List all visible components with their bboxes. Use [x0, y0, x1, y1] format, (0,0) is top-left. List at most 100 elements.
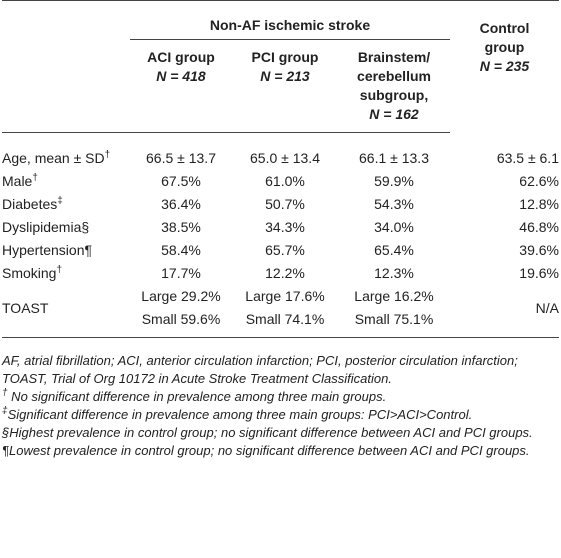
cell-text: 62.6%	[519, 173, 559, 189]
cell-text: 67.5%	[161, 173, 201, 189]
footnote-text: ¶Lowest prevalence in control group; no …	[2, 443, 530, 458]
table-cell: 17.7%	[130, 262, 232, 285]
table-row: Diabetes‡ 36.4% 50.7% 54.3% 12.8%	[2, 193, 559, 216]
footnote-mark: †	[2, 387, 8, 399]
table-cell: 59.9%	[338, 170, 450, 193]
footnote-mark: †	[56, 264, 63, 276]
cell-text: Small 75.1%	[354, 311, 434, 327]
row-label-cell: Hypertension¶	[2, 239, 130, 262]
table-cell: 39.6%	[450, 239, 559, 262]
cell-text: 50.7%	[265, 196, 305, 212]
table-cell: 65.7%	[232, 239, 338, 262]
table-row: Male† 67.5% 61.0% 59.9% 62.6%	[2, 170, 559, 193]
table-cell: 34.3%	[232, 216, 338, 239]
table-row: TOAST Large 29.2% Small 59.6% Large 17.6% Sm…	[2, 285, 559, 338]
header-line: PCI group	[251, 49, 319, 65]
table-cell: 61.0%	[232, 170, 338, 193]
footnote-mark: ‡	[57, 195, 63, 207]
table-cell: N/A	[450, 285, 559, 338]
cell-text: Large 16.2%	[354, 288, 434, 304]
row-label: TOAST	[2, 299, 49, 316]
table-cell: 63.5 ± 6.1	[450, 133, 559, 171]
cell-text: N/A	[535, 299, 559, 316]
table-cell: 66.5 ± 13.7	[130, 133, 232, 171]
column-header: PCI group N = 213	[232, 39, 338, 133]
table-cell: 62.6%	[450, 170, 559, 193]
table-row: Hypertension¶ 58.4% 65.7% 65.4% 39.6%	[2, 239, 559, 262]
table-cell: 12.2%	[232, 262, 338, 285]
header-n: N = 235	[479, 58, 530, 74]
table-cell: 67.5%	[130, 170, 232, 193]
cell-text: 34.0%	[374, 219, 414, 235]
header-line: subgroup,	[359, 87, 429, 103]
row-label: Dyslipidemia§	[2, 219, 90, 235]
table-cell: 46.8%	[450, 216, 559, 239]
cell-text: 63.5 ± 6.1	[496, 149, 559, 166]
table-row: Dyslipidemia§ 38.5% 34.3% 34.0% 46.8%	[2, 216, 559, 239]
table-cell: 65.0 ± 13.4	[232, 133, 338, 171]
cell-text: Small 74.1%	[245, 311, 325, 327]
cell-text: 65.4%	[374, 242, 414, 258]
footnote: §Highest prevalence in control group; no…	[2, 424, 559, 442]
cell-text: 36.4%	[161, 196, 201, 212]
row-label: Hypertension¶	[2, 242, 93, 258]
cell-text: 12.2%	[265, 265, 305, 281]
header-line: Control	[479, 20, 530, 36]
table-row: Smoking† 17.7% 12.2% 12.3% 19.6%	[2, 262, 559, 285]
row-label-cell: Age, mean ± SD†	[2, 133, 130, 171]
cell-text: 65.0 ± 13.4	[250, 150, 320, 166]
column-header: Control group N = 235	[450, 0, 559, 133]
cell-text: 17.7%	[161, 265, 201, 281]
footnote-text: §Highest prevalence in control group; no…	[2, 425, 533, 440]
table-cell: 19.6%	[450, 262, 559, 285]
cell-text: 39.6%	[519, 242, 559, 258]
cell-text: 12.8%	[519, 196, 559, 212]
table-cell: 12.3%	[338, 262, 450, 285]
column-header: ACI group N = 418	[130, 39, 232, 133]
table-cell: 54.3%	[338, 193, 450, 216]
footnote-mark: †	[104, 149, 111, 161]
row-label: Age, mean ± SD	[2, 150, 105, 166]
row-label: Male	[2, 173, 33, 189]
table-row: Age, mean ± SD† 66.5 ± 13.7 65.0 ± 13.4 66.…	[2, 133, 559, 171]
footnote: AF, atrial fibrillation; ACI, anterior c…	[2, 352, 559, 388]
cell-text: 65.7%	[265, 242, 305, 258]
cell-text: 34.3%	[265, 219, 305, 235]
data-table: Non-AF ischemic stroke Control group N = 2…	[2, 0, 559, 338]
cell-text: 46.8%	[519, 219, 559, 235]
cell-text: 66.5 ± 13.7	[146, 150, 216, 166]
cell-text: 19.6%	[519, 265, 559, 281]
row-label-cell: Male†	[2, 170, 130, 193]
column-header: Brainstem/cerebellum subgroup, N = 162	[338, 39, 450, 133]
footnotes: AF, atrial fibrillation; ACI, anterior c…	[2, 352, 559, 460]
footnote: ¶Lowest prevalence in control group; no …	[2, 442, 559, 460]
table-cell: 66.1 ± 13.3	[338, 133, 450, 171]
table-cell: 58.4%	[130, 239, 232, 262]
table-cell: 12.8%	[450, 193, 559, 216]
footnote: ‡Significant difference in prevalence am…	[2, 406, 559, 424]
cell-text: 59.9%	[374, 173, 414, 189]
footnote: † No significant difference in prevalenc…	[2, 388, 559, 406]
table-cell: 50.7%	[232, 193, 338, 216]
footnote-mark: ‡	[2, 405, 8, 417]
cell-text: 54.3%	[374, 196, 414, 212]
header-line: Brainstem/	[357, 49, 431, 65]
header-n: N = 418	[156, 68, 206, 84]
cell-text: 58.4%	[161, 242, 201, 258]
table-cell: 65.4%	[338, 239, 450, 262]
cell-text: 38.5%	[161, 219, 201, 235]
cell-text: 66.1 ± 13.3	[359, 150, 429, 166]
row-label: Smoking	[2, 265, 57, 281]
table-head: Non-AF ischemic stroke Control group N = 2…	[2, 0, 559, 133]
row-label-cell: TOAST	[2, 285, 130, 338]
footnote-mark: †	[32, 172, 38, 184]
table-cell: 36.4%	[130, 193, 232, 216]
footnote-text: Significant difference in prevalence amo…	[7, 407, 473, 422]
cell-text: 61.0%	[265, 173, 305, 189]
table-cell: Large 29.2% Small 59.6%	[130, 285, 232, 338]
row-label-cell: Smoking†	[2, 262, 130, 285]
table-cell: Large 17.6% Small 74.1%	[232, 285, 338, 338]
table-cell: 34.0%	[338, 216, 450, 239]
cell-text: Large 17.6%	[245, 288, 325, 304]
